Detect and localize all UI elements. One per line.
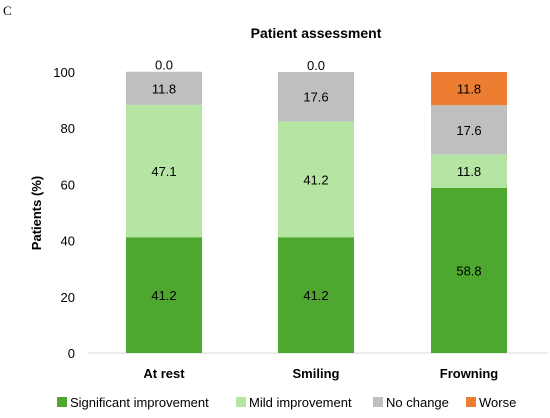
legend-label: Worse	[479, 395, 516, 410]
panel-label: C	[3, 3, 12, 18]
data-label: 41.2	[303, 288, 328, 303]
data-label: 41.2	[303, 172, 328, 187]
chart-title: Patient assessment	[251, 25, 382, 41]
x-category-label: Frowning	[440, 366, 499, 381]
legend: Significant improvement Mild improvement N…	[57, 395, 516, 410]
data-label: 17.6	[456, 123, 481, 138]
x-axis-categories: At rest Smiling Frowning	[143, 366, 498, 381]
data-label: 58.8	[456, 263, 481, 278]
x-category-label: At rest	[143, 366, 185, 381]
y-tick-label: 20	[61, 290, 75, 305]
y-tick-label: 40	[61, 234, 75, 249]
bar-segment	[431, 105, 507, 155]
y-tick-label: 60	[61, 177, 75, 192]
bar-segment	[431, 72, 507, 106]
bar-segment	[278, 72, 354, 122]
bars	[126, 71, 507, 353]
bar-segment	[431, 187, 507, 353]
bar-segment	[126, 104, 202, 238]
legend-label: No change	[386, 395, 449, 410]
data-label: 11.8	[457, 164, 481, 179]
y-axis-ticks: 0 20 40 60 80 100	[53, 65, 75, 361]
data-labels: 41.2 47.1 11.8 0.0 41.2 41.2 17.6 0.0 58.8 11.8 17…	[151, 58, 481, 303]
bar-segment	[126, 237, 202, 353]
bar-segment	[126, 71, 202, 105]
bar-segment	[431, 154, 507, 188]
data-label: 11.8	[152, 81, 176, 96]
x-category-label: Smiling	[293, 366, 340, 381]
y-axis-label: Patients (%)	[29, 176, 44, 250]
legend-swatch	[373, 397, 383, 407]
y-tick-label: 0	[68, 346, 75, 361]
data-label: 0.0	[155, 58, 173, 73]
data-label: 17.6	[303, 90, 328, 105]
y-tick-label: 80	[61, 121, 75, 136]
bar-segment	[278, 121, 354, 238]
legend-swatch	[236, 397, 246, 407]
y-tick-label: 100	[53, 65, 75, 80]
data-label: 47.1	[151, 164, 176, 179]
data-label: 11.8	[457, 82, 481, 97]
data-label: 0.0	[307, 58, 325, 73]
legend-swatch	[57, 397, 67, 407]
bar-segment	[278, 237, 354, 353]
data-label: 41.2	[151, 288, 176, 303]
legend-swatch	[466, 397, 476, 407]
legend-label: Significant improvement	[70, 395, 209, 410]
legend-label: Mild improvement	[249, 395, 352, 410]
